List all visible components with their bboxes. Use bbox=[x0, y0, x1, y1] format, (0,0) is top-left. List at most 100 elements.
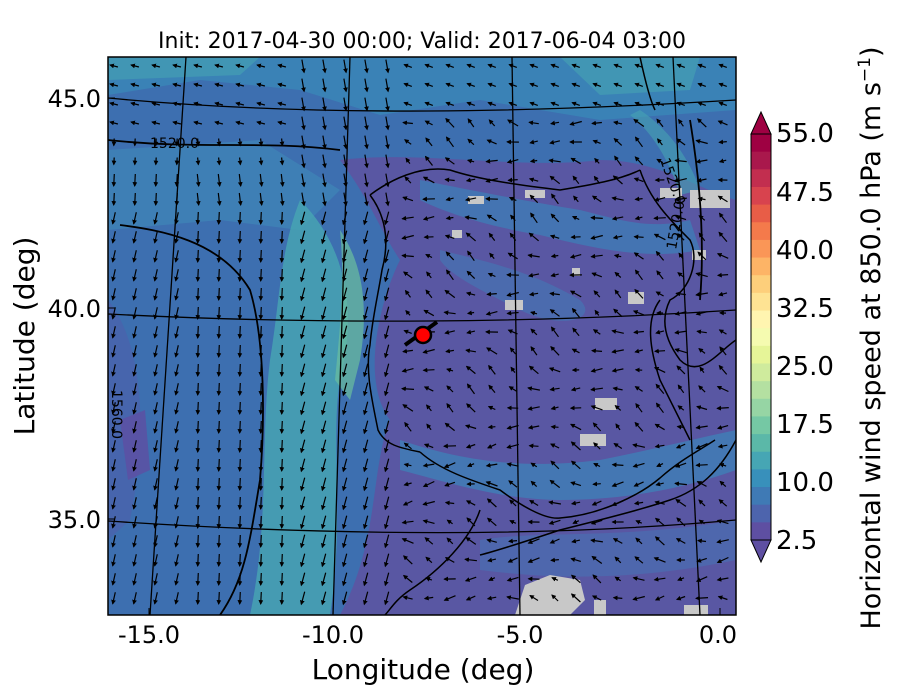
wind-arrow bbox=[216, 420, 222, 434]
wind-arrow bbox=[698, 385, 706, 393]
wind-arrow bbox=[320, 553, 327, 568]
wind-arrow bbox=[383, 496, 390, 511]
wind-arrow bbox=[256, 120, 266, 126]
wind-arrow bbox=[527, 406, 540, 411]
wind-arrow bbox=[529, 158, 538, 164]
wind-arrow bbox=[385, 78, 390, 93]
wind-arrow bbox=[174, 478, 179, 491]
wind-arrow bbox=[111, 231, 116, 244]
wind-arrow bbox=[111, 269, 116, 282]
wind-arrow bbox=[485, 158, 498, 164]
wind-arrow bbox=[675, 538, 686, 544]
wind-arrow bbox=[362, 211, 369, 226]
wind-arrow bbox=[675, 595, 686, 601]
wind-arrow bbox=[279, 192, 285, 206]
wind-arrow bbox=[362, 477, 369, 492]
wind-arrow bbox=[464, 557, 477, 563]
wind-arrow bbox=[655, 250, 665, 261]
colorbar-tick-label: 40.0 bbox=[776, 236, 834, 266]
wind-arrow bbox=[153, 516, 158, 529]
wind-arrow bbox=[385, 173, 390, 188]
wind-arrow bbox=[153, 402, 158, 415]
wind-arrow bbox=[403, 101, 413, 107]
wind-arrow bbox=[320, 534, 327, 549]
x-tick-label: -10.0 bbox=[302, 621, 364, 649]
wind-arrow bbox=[195, 287, 201, 301]
wind-arrow bbox=[486, 538, 497, 544]
x-tick-label: -15.0 bbox=[118, 621, 180, 649]
wind-arrow bbox=[530, 328, 538, 336]
wind-arrow bbox=[174, 250, 179, 263]
wind-arrow bbox=[634, 63, 644, 69]
wind-arrow bbox=[214, 63, 224, 69]
wind-arrow bbox=[132, 250, 137, 263]
wind-arrow bbox=[172, 63, 182, 69]
wind-arrow bbox=[528, 272, 540, 278]
wind-arrow bbox=[341, 401, 348, 416]
wind-arrow bbox=[153, 421, 158, 434]
wind-arrow bbox=[506, 576, 519, 582]
wind-arrow bbox=[235, 120, 245, 126]
wind-arrow bbox=[425, 556, 433, 564]
wind-arrow bbox=[111, 459, 116, 472]
wind-arrow bbox=[677, 405, 685, 411]
colorbar-segment bbox=[751, 363, 771, 382]
wind-arrow bbox=[425, 577, 433, 582]
wind-arrow bbox=[717, 595, 728, 601]
wind-arrow bbox=[592, 101, 602, 107]
wind-arrow bbox=[174, 573, 179, 586]
wind-arrow bbox=[506, 291, 519, 297]
wind-arrow bbox=[465, 595, 476, 601]
wind-arrow bbox=[258, 458, 264, 472]
wind-arrow bbox=[216, 173, 222, 187]
wind-arrow bbox=[570, 557, 581, 562]
wind-arrow bbox=[697, 538, 707, 544]
wind-arrow bbox=[320, 325, 327, 340]
wind-arrow bbox=[362, 268, 369, 283]
wind-arrow bbox=[109, 63, 119, 69]
wind-arrow bbox=[695, 139, 708, 145]
wind-arrow bbox=[320, 268, 327, 283]
wind-arrow bbox=[320, 344, 327, 359]
wind-arrow bbox=[401, 253, 414, 259]
wind-arrow bbox=[508, 63, 518, 69]
colorbar-segment bbox=[751, 504, 771, 523]
wind-arrow bbox=[279, 138, 285, 147]
wind-arrow bbox=[590, 253, 603, 259]
wind-arrow bbox=[718, 462, 727, 468]
wind-arrow bbox=[383, 325, 390, 340]
wind-arrow bbox=[466, 101, 476, 107]
wind-arrow bbox=[385, 154, 390, 169]
wind-arrow bbox=[507, 252, 518, 260]
wind-arrow bbox=[657, 138, 663, 146]
wind-arrow bbox=[422, 462, 435, 468]
wind-arrow bbox=[279, 287, 285, 301]
wind-arrow bbox=[677, 272, 685, 278]
wind-arrow bbox=[676, 517, 686, 527]
wind-arrow bbox=[571, 215, 580, 221]
wind-arrow bbox=[195, 439, 201, 453]
colorbar-extend-max bbox=[750, 110, 772, 135]
wind-arrow bbox=[258, 344, 264, 358]
wind-arrow bbox=[590, 386, 603, 392]
wind-arrow bbox=[485, 462, 498, 468]
wind-arrow bbox=[341, 344, 348, 359]
wind-arrow bbox=[444, 157, 455, 165]
wind-arrow bbox=[301, 192, 306, 207]
wind-arrow bbox=[698, 232, 706, 242]
wind-arrow bbox=[216, 439, 222, 453]
wind-arrow bbox=[551, 594, 559, 602]
wind-arrow bbox=[277, 82, 287, 88]
wind-arrow bbox=[508, 386, 517, 392]
wind-arrow bbox=[467, 462, 475, 468]
wind-arrow bbox=[695, 158, 708, 164]
wind-arrow bbox=[528, 291, 539, 297]
wind-arrow bbox=[717, 443, 728, 449]
wind-arrow bbox=[299, 439, 306, 454]
wind-arrow bbox=[132, 535, 137, 548]
wind-arrow bbox=[404, 421, 412, 432]
wind-arrow bbox=[634, 196, 643, 202]
wind-arrow bbox=[403, 442, 412, 450]
wind-arrow bbox=[467, 118, 475, 128]
wind-arrow bbox=[322, 116, 327, 131]
